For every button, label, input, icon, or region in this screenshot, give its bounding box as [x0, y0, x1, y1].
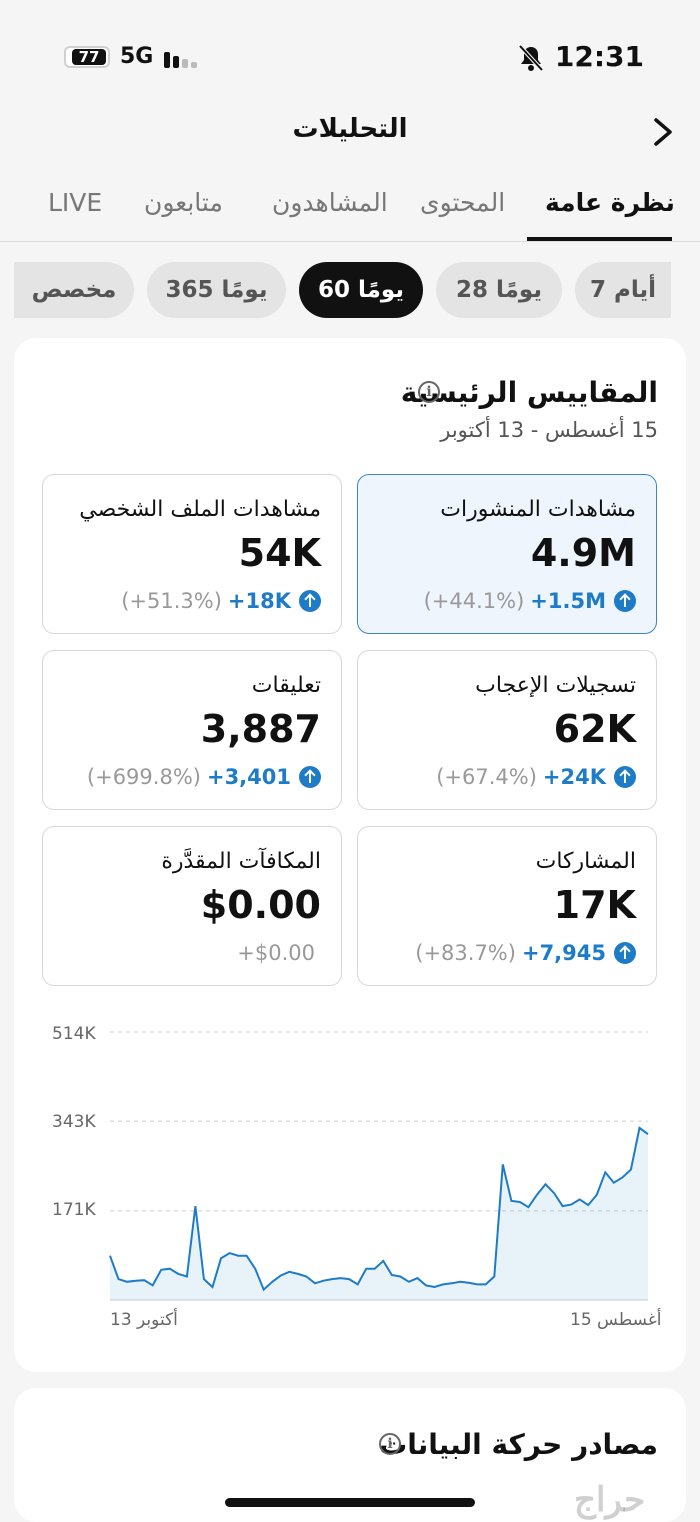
metric-delta: (+67.4%) +24K — [436, 765, 636, 789]
series-area — [110, 1127, 648, 1300]
metric-delta-pct: (+51.3%) — [121, 589, 222, 613]
metric-value: $0.00 — [200, 883, 321, 927]
metric-delta-abs: +24K — [542, 765, 606, 789]
metric-delta: (+51.3%) +18K — [121, 589, 321, 613]
tab-live[interactable]: LIVE — [48, 188, 103, 217]
tab-viewers[interactable]: المشاهدون — [272, 188, 388, 217]
metric-label: تعليقات — [251, 673, 321, 698]
status-bar: 77 5G 12:31 — [0, 0, 700, 100]
metric-delta-pct: (+83.7%) — [415, 941, 516, 965]
bell-muted-icon — [518, 44, 544, 72]
metric-delta: (+44.1%) +1.5M — [424, 589, 636, 613]
date-range: 15 أغسطس - 13 أكتوبر — [440, 418, 658, 442]
metric-delta-abs: +18K — [227, 589, 291, 613]
network-type: 5G — [120, 44, 154, 69]
clock: 12:31 — [554, 40, 644, 73]
metric-label: مشاهدات المنشورات — [440, 497, 636, 522]
tab-overview[interactable]: نظرة عامة — [545, 188, 675, 217]
metric-label: المكافآت المقدَّرة — [161, 849, 321, 874]
info-icon[interactable]: i — [379, 1433, 401, 1455]
metric-shares[interactable]: المشاركات 17K (+83.7%) +7,945 — [357, 826, 657, 986]
watermark-logo: حراج — [574, 1480, 646, 1520]
metric-delta-pct: +$0.00 — [237, 941, 315, 965]
range-28-days[interactable]: 28 يومًا — [436, 262, 562, 318]
back-button[interactable] — [644, 110, 684, 154]
metric-delta: (+83.7%) +7,945 — [415, 941, 636, 965]
arrow-up-icon — [299, 766, 321, 788]
metric-delta-abs: +3,401 — [206, 765, 291, 789]
metric-profile-views[interactable]: مشاهدات الملف الشخصي 54K (+51.3%) +18K — [42, 474, 342, 634]
y-tick-label: 171K — [52, 1200, 96, 1220]
traffic-sources-title: مصادر حركة البيانات — [379, 1428, 658, 1461]
metric-label: مشاهدات الملف الشخصي — [79, 497, 321, 522]
active-tab-indicator — [527, 237, 672, 241]
metric-delta: +$0.00 — [237, 941, 321, 965]
x-tick-label: أغسطس 15 — [570, 1310, 662, 1330]
series-line — [109, 1126, 649, 1292]
metric-delta: (+699.8%) +3,401 — [87, 765, 321, 789]
metric-label: المشاركات — [535, 849, 636, 874]
arrow-up-icon — [614, 590, 636, 612]
metric-value: 4.9M — [530, 531, 636, 575]
range-custom[interactable]: مخصص — [14, 262, 134, 318]
metric-delta-pct: (+44.1%) — [423, 589, 525, 613]
tab-content[interactable]: المحتوى — [420, 188, 506, 217]
metric-label: تسجيلات الإعجاب — [475, 673, 636, 698]
metric-comments[interactable]: تعليقات 3,887 (+699.8%) +3,401 — [42, 650, 342, 810]
metric-delta-abs: +7,945 — [521, 941, 606, 965]
home-indicator[interactable] — [225, 1498, 475, 1507]
range-60-days[interactable]: 60 يومًا — [299, 262, 423, 318]
metric-estimated-rewards[interactable]: المكافآت المقدَّرة $0.00 +$0.00 — [42, 826, 342, 986]
signal-icon — [164, 48, 200, 68]
tab-followers[interactable]: متابعون — [144, 188, 223, 217]
chart-plot — [109, 1031, 649, 1301]
metric-value: 3,887 — [200, 707, 321, 751]
x-tick-label: أكتوبر 13 — [110, 1310, 178, 1330]
battery-icon: 77 — [64, 46, 110, 68]
views-chart: 514K 343K 171K أكتوبر 13 أغسطس 15 — [40, 1018, 662, 1338]
arrow-up-icon — [614, 942, 636, 964]
battery-level: 77 — [72, 49, 106, 65]
tab-bar: نظرة عامة المحتوى المشاهدون متابعون LIVE — [0, 180, 700, 242]
page-title: التحليلات — [292, 114, 408, 144]
header: التحليلات — [0, 100, 700, 164]
y-tick-label: 514K — [52, 1024, 96, 1044]
key-metrics-title: المقاييس الرئيسية — [400, 376, 658, 409]
metric-post-views[interactable]: مشاهدات المنشورات 4.9M (+44.1%) +1.5M — [357, 474, 657, 634]
range-365-days[interactable]: 365 يومًا — [147, 262, 286, 318]
metric-delta-abs: +1.5M — [530, 589, 606, 613]
y-tick-label: 343K — [52, 1112, 96, 1132]
metric-likes[interactable]: تسجيلات الإعجاب 62K (+67.4%) +24K — [357, 650, 657, 810]
arrow-up-icon — [614, 766, 636, 788]
metric-delta-pct: (+67.4%) — [436, 765, 537, 789]
info-icon[interactable]: i — [418, 381, 440, 403]
metric-delta-pct: (+699.8%) — [86, 765, 201, 789]
metric-value: 17K — [553, 883, 636, 927]
range-7-days[interactable]: 7 أيام — [575, 262, 671, 318]
arrow-up-icon — [299, 590, 321, 612]
metric-value: 62K — [553, 707, 636, 751]
metric-value: 54K — [238, 531, 321, 575]
